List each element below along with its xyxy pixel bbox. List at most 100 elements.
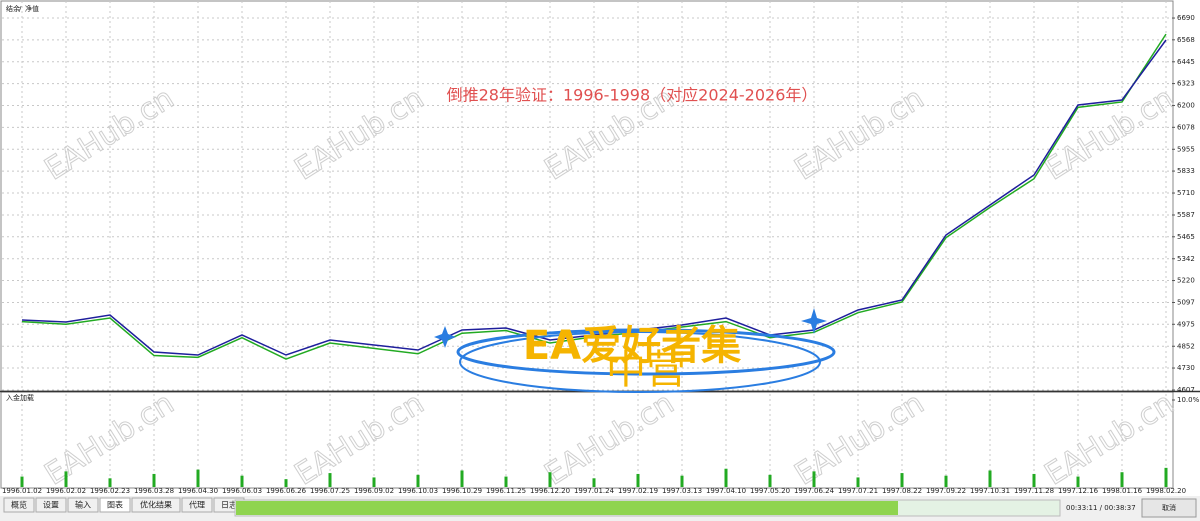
bar [1120,472,1124,487]
y-tick-label: 5342 [1177,255,1195,263]
x-tick-label: 1997.08.22 [882,487,922,495]
y-tick-label: 6078 [1177,123,1195,131]
progress-fill [236,501,898,515]
x-tick-label: 1996.12.20 [530,487,570,495]
tab-label[interactable]: 日志 [221,500,237,510]
bar [636,473,640,487]
bar [900,473,904,487]
bar [1164,467,1168,487]
elapsed-time: 00:33:11 / 00:38:37 [1066,504,1136,512]
x-tick-label: 1997.04.10 [706,487,746,495]
bar [20,476,24,487]
y-tick-label: 10.0% [1177,396,1200,404]
bar [592,478,596,487]
x-tick-label: 1996.06.03 [222,487,262,495]
bar [504,476,508,487]
x-tick-label: 1996.01.02 [2,487,42,495]
bar [416,474,420,487]
x-tick-label: 1998.02.20 [1146,487,1186,495]
y-tick-label: 5833 [1177,167,1195,175]
x-tick-label: 1996.09.02 [354,487,394,495]
x-tick-label: 1997.06.24 [794,487,835,495]
logo-ring [456,328,836,376]
x-tick-label: 1997.05.20 [750,487,790,495]
y-tick-label: 4975 [1177,320,1195,328]
tab[interactable] [67,497,99,513]
series-line [21,33,1167,360]
legend-equity: 净值 [25,4,39,13]
bar [1032,473,1036,487]
y-tick-label: 5587 [1177,211,1195,219]
logo-line: EA爱好者集 [523,323,741,369]
tab-label[interactable]: 代理 [189,500,205,510]
tab[interactable] [35,497,67,513]
logo-ring [459,331,821,393]
y-tick-label: 6323 [1177,80,1195,88]
tab[interactable] [99,497,131,513]
tab-label[interactable]: 输入 [75,500,91,510]
bar [64,471,68,487]
legend-balance: 结余 [6,4,20,13]
x-tick-label: 1996.07.25 [310,487,350,495]
x-tick-label: 1996.10.29 [442,487,482,495]
bar [328,473,332,487]
x-tick-label: 1997.02.19 [618,487,658,495]
bar [460,470,464,487]
y-tick-label: 6690 [1177,14,1195,22]
bar [240,475,244,487]
logo-star [434,326,456,348]
bar [680,475,684,487]
bar [944,475,948,487]
y-tick-label: 5955 [1177,145,1195,153]
bar [724,468,728,487]
bar [196,469,200,487]
annotation: 倒推28年验证：1996-1998（对应2024-2026年） [447,86,818,105]
legend-sep: / [19,5,22,13]
x-tick-label: 1997.12.16 [1058,487,1099,495]
sub-panel-label: 入金加载 [6,393,34,402]
bar [988,470,992,487]
bar [548,472,552,487]
bar [284,479,288,487]
logo-star [801,308,827,334]
y-tick-label: 5465 [1177,233,1195,241]
y-tick-label: 6568 [1177,36,1195,44]
tab-label[interactable]: 优化结果 [140,500,172,510]
bar [152,473,156,487]
tab-label[interactable]: 概览 [11,500,27,510]
y-tick-label: 5097 [1177,299,1195,307]
x-tick-label: 1996.11.25 [486,487,526,495]
bar [1076,476,1080,487]
tab-label[interactable]: 设置 [43,500,59,510]
x-tick-label: 1996.06.26 [266,487,307,495]
bar [768,474,772,487]
y-tick-label: 5220 [1177,277,1195,285]
plot: 1996.01.02 1996.02.02 1996.02.23 1996.03.28… [2,1,1200,495]
x-tick-label: 1996.02.02 [46,487,86,495]
x-tick-label: 1997.10.31 [970,487,1010,495]
tab[interactable] [131,497,181,513]
logo-line: 中营 [606,347,686,393]
cancel-label[interactable]: 取消 [1162,503,1176,512]
logo: EA爱好者集 中营 [434,308,836,393]
bar [108,478,112,487]
y-tick-label: 4852 [1177,342,1195,350]
x-tick-label: 1997.01.24 [574,487,615,495]
x-tick-label: 1996.04.30 [178,487,218,495]
y-tick-label: 6445 [1177,58,1195,66]
tab-label[interactable]: 图表 [107,500,123,510]
y-tick-label: 4607 [1177,386,1195,394]
bar [856,477,860,487]
tab[interactable] [3,497,35,513]
y-tick-label: 5710 [1177,189,1195,197]
x-tick-label: 1996.10.03 [398,487,438,495]
y-tick-label: 6200 [1177,102,1195,110]
tabs: 概览 设置 输入 图表 优化结果 代理 日志 [3,497,245,513]
cancel-button[interactable] [1141,498,1197,518]
tab[interactable] [181,497,213,513]
series-line [21,39,1167,356]
x-tick-label: 1997.11.28 [1014,487,1054,495]
x-tick-label: 1997.07.21 [838,487,878,495]
x-tick-label: 1998.01.16 [1102,487,1143,495]
